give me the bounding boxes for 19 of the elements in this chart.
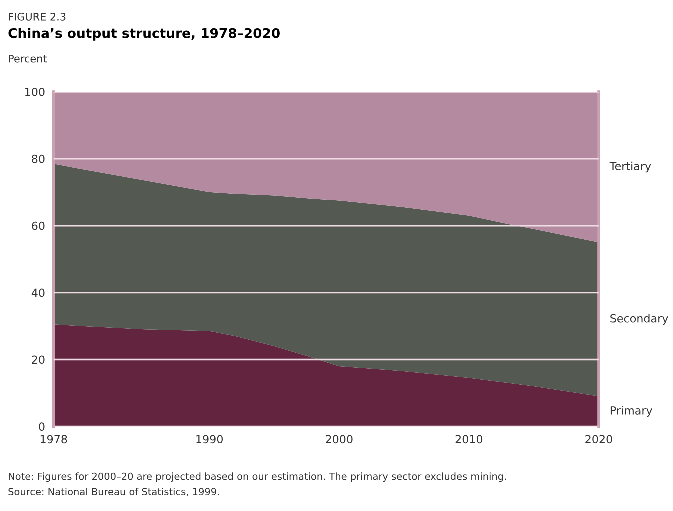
y-tick-label: 0 xyxy=(39,422,45,432)
y-tick-label: 100 xyxy=(26,88,45,96)
x-tick-label: 2020 xyxy=(586,435,612,444)
y-tick-label: 80 xyxy=(32,154,45,164)
x-tick-label: 1990 xyxy=(196,435,223,444)
x-tick-label: 2010 xyxy=(456,435,483,444)
y-axis-title: Percent xyxy=(9,55,48,63)
y-tick-label: 20 xyxy=(32,356,45,364)
text: Note: Figures for 2000–20 are projected based on our estimation. The primary sector excludes mining. xyxy=(9,472,506,482)
chart-subtitle: FIGURE 2.3 xyxy=(9,12,66,21)
x-tick-label: 2000 xyxy=(326,435,353,444)
series-label: Tertiary xyxy=(610,162,652,173)
series-label: Secondary xyxy=(610,314,668,325)
x-tick-label: 1978 xyxy=(40,435,68,444)
chart-title: China’s output structure, 1978–2020 xyxy=(8,28,280,41)
source-note: Source: National Bureau of Statistics, 1999. xyxy=(8,488,220,497)
y-tick-label: 40 xyxy=(32,288,45,298)
series-label: Primary xyxy=(610,406,652,417)
y-tick-label: 60 xyxy=(32,222,45,230)
